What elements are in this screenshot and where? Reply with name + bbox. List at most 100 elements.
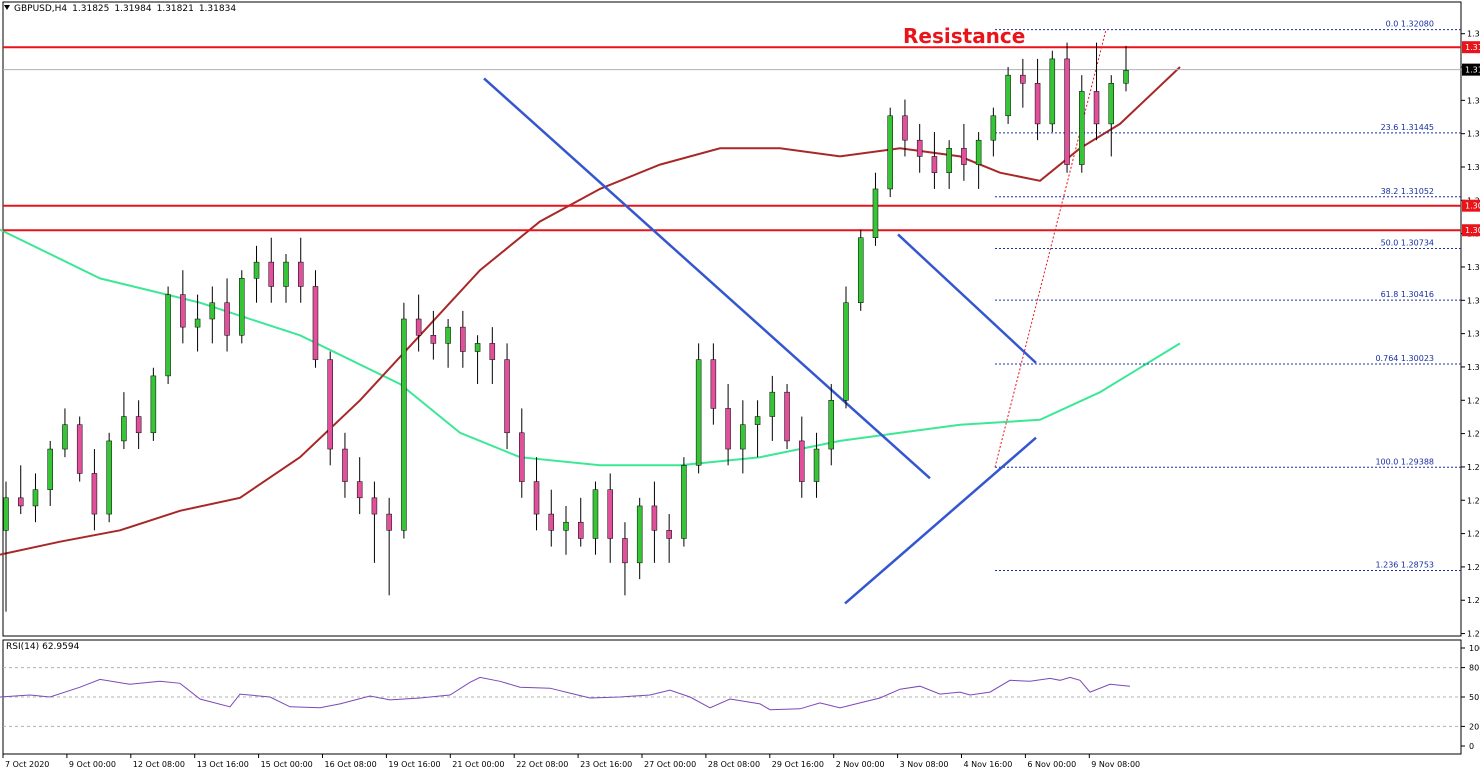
candle-body bbox=[607, 489, 613, 539]
candle[interactable] bbox=[283, 253, 289, 303]
candle[interactable] bbox=[1049, 50, 1056, 133]
candle[interactable] bbox=[62, 408, 68, 458]
candle[interactable] bbox=[430, 310, 437, 360]
candle[interactable] bbox=[799, 416, 805, 498]
candle[interactable] bbox=[1064, 42, 1070, 173]
candle[interactable] bbox=[931, 132, 938, 189]
candle-body bbox=[253, 261, 260, 279]
candle[interactable] bbox=[1123, 45, 1129, 92]
candle[interactable] bbox=[769, 375, 776, 441]
candle[interactable] bbox=[1005, 67, 1011, 124]
candle[interactable] bbox=[312, 270, 319, 368]
candle[interactable] bbox=[32, 473, 39, 523]
candle[interactable] bbox=[239, 270, 245, 344]
candle[interactable] bbox=[47, 440, 53, 506]
rsi-tick-label: 80 bbox=[1469, 664, 1479, 673]
candle[interactable] bbox=[872, 172, 879, 246]
candle[interactable] bbox=[622, 522, 628, 596]
candle[interactable] bbox=[843, 286, 849, 409]
candle[interactable] bbox=[371, 481, 378, 563]
candle[interactable] bbox=[784, 384, 790, 450]
candle[interactable] bbox=[415, 294, 422, 352]
candle[interactable] bbox=[1079, 75, 1085, 173]
rsi-tick-label: 100 bbox=[1469, 644, 1480, 653]
y-tick-label: 1.31440 bbox=[1467, 130, 1480, 139]
candle[interactable] bbox=[533, 457, 540, 531]
candle[interactable] bbox=[253, 245, 260, 303]
candle[interactable] bbox=[224, 278, 230, 352]
candle[interactable] bbox=[607, 473, 613, 563]
candle[interactable] bbox=[165, 286, 171, 385]
candle[interactable] bbox=[666, 514, 672, 563]
candle-body bbox=[150, 375, 157, 434]
candle[interactable] bbox=[695, 343, 702, 474]
candle[interactable] bbox=[813, 432, 820, 498]
trendline[interactable] bbox=[844, 436, 1037, 605]
candle[interactable] bbox=[651, 481, 658, 563]
candle[interactable] bbox=[961, 123, 967, 181]
candle[interactable] bbox=[990, 107, 997, 157]
candle[interactable] bbox=[975, 132, 982, 189]
candle[interactable] bbox=[106, 432, 112, 523]
candle[interactable] bbox=[194, 294, 201, 352]
candle[interactable] bbox=[916, 123, 923, 173]
candle-body bbox=[857, 237, 864, 303]
x-tick-label: 7 Oct 2020 bbox=[5, 760, 49, 769]
candle[interactable] bbox=[401, 302, 407, 539]
candle[interactable] bbox=[563, 505, 569, 555]
candle[interactable] bbox=[356, 457, 363, 515]
candle[interactable] bbox=[902, 99, 908, 157]
candle[interactable] bbox=[857, 229, 864, 311]
candle[interactable] bbox=[150, 367, 157, 441]
candle[interactable] bbox=[17, 465, 24, 515]
candle[interactable] bbox=[504, 343, 510, 450]
trendline[interactable] bbox=[483, 77, 931, 480]
candle[interactable] bbox=[636, 497, 643, 580]
candle[interactable] bbox=[725, 384, 731, 466]
x-tick-label: 9 Nov 08:00 bbox=[1091, 760, 1140, 769]
chevron-down-icon[interactable] bbox=[4, 5, 10, 10]
candle[interactable] bbox=[710, 343, 717, 425]
candle[interactable] bbox=[327, 351, 333, 466]
candle[interactable] bbox=[489, 327, 496, 385]
candle-body bbox=[165, 294, 171, 377]
candle[interactable] bbox=[91, 449, 98, 531]
candle[interactable] bbox=[297, 237, 304, 303]
candle[interactable] bbox=[386, 497, 392, 596]
candle[interactable] bbox=[887, 107, 893, 198]
candle[interactable] bbox=[180, 270, 186, 344]
candle[interactable] bbox=[946, 140, 952, 189]
candle-body bbox=[1064, 58, 1070, 165]
candle[interactable] bbox=[592, 481, 599, 555]
candle-body bbox=[430, 335, 437, 344]
candle[interactable] bbox=[268, 237, 275, 303]
candle[interactable] bbox=[209, 286, 216, 344]
candle[interactable] bbox=[342, 432, 348, 498]
x-tick-label: 2 Nov 00:00 bbox=[836, 760, 885, 769]
candle[interactable] bbox=[548, 489, 555, 547]
candle[interactable] bbox=[1020, 58, 1026, 108]
y-tick-label: 1.28570 bbox=[1467, 596, 1480, 605]
candle[interactable] bbox=[474, 335, 481, 385]
candle[interactable] bbox=[76, 416, 83, 482]
candle[interactable] bbox=[1034, 58, 1041, 141]
candle[interactable] bbox=[1108, 75, 1115, 157]
candle[interactable] bbox=[754, 400, 761, 458]
candle[interactable] bbox=[681, 457, 687, 547]
candle-body bbox=[76, 424, 83, 474]
candle-body bbox=[828, 400, 835, 450]
trendline[interactable] bbox=[897, 233, 1037, 364]
candle[interactable] bbox=[3, 481, 9, 612]
candle[interactable] bbox=[135, 400, 142, 450]
candle-body bbox=[577, 521, 584, 539]
candle[interactable] bbox=[740, 400, 746, 474]
candle[interactable] bbox=[519, 408, 525, 498]
candle[interactable] bbox=[1093, 42, 1100, 141]
x-tick-label: 19 Oct 16:00 bbox=[388, 760, 440, 769]
candle[interactable] bbox=[828, 384, 835, 466]
candle[interactable] bbox=[445, 319, 451, 368]
candle[interactable] bbox=[460, 310, 466, 368]
candle[interactable] bbox=[577, 497, 584, 547]
candle[interactable] bbox=[121, 392, 127, 450]
